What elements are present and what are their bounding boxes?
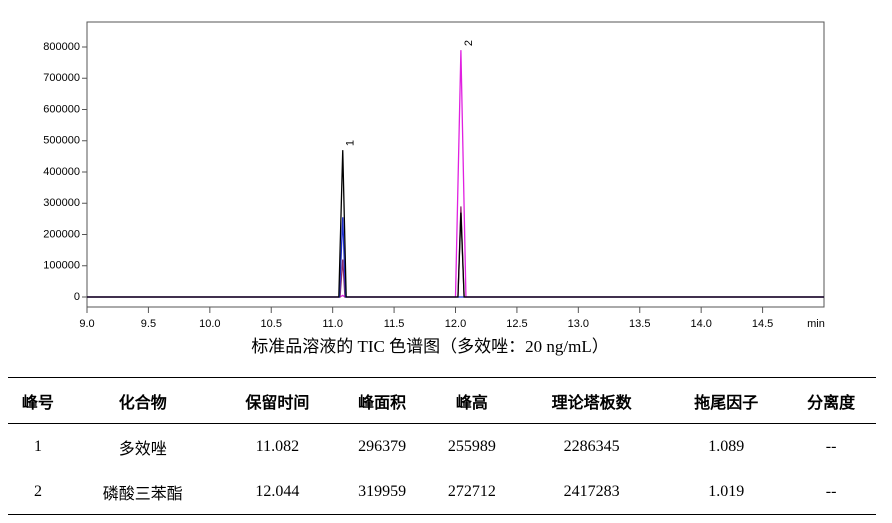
table-cell: 255989	[447, 437, 496, 455]
table-cell: 319959	[337, 469, 428, 515]
table-cell: 272712	[427, 469, 517, 515]
y-tick-label: 600000	[43, 103, 80, 115]
column-header: 分离度	[786, 377, 876, 424]
table-cell: 2	[8, 469, 68, 515]
column-header: 峰号	[8, 377, 68, 424]
y-tick-label: 400000	[43, 166, 80, 178]
x-tick-label: 11.5	[384, 318, 405, 330]
table-body: 1 多效唑 11.082 296379 255989 2286345 1.089 -- 2 磷酸三…	[8, 424, 876, 515]
y-tick-label: 700000	[43, 72, 80, 84]
peak-label: 1	[345, 140, 357, 146]
x-tick-label: 10.0	[199, 318, 220, 330]
y-tick-label: 100000	[43, 260, 80, 272]
x-tick-label: 10.5	[261, 318, 282, 330]
table-cell: 1.089	[708, 437, 745, 455]
header-row: 峰号 化合物 保留时间 峰面积 峰高 理论塔板数 拖尾因子 分离度	[8, 377, 876, 424]
table-cell: --	[786, 469, 876, 515]
table-cell: 11.082	[255, 437, 300, 455]
table-row: 1 多效唑 11.082 296379 255989 2286345 1.089 --	[8, 424, 876, 470]
column-header: 峰面积	[337, 377, 428, 424]
x-tick-label: 14.0	[690, 318, 711, 330]
table-cell: --	[825, 437, 837, 455]
chart-caption: 标准品溶液的 TIC 色谱图（多效唑：20 ng/mL）	[251, 337, 608, 356]
peak-label: 2	[463, 40, 475, 46]
chromatogram-trace	[87, 150, 824, 298]
x-tick-label: 13.5	[629, 318, 650, 330]
column-header: 保留时间	[217, 377, 338, 424]
x-tick-label: 12.0	[445, 318, 466, 330]
chart: 标准品溶液的 TIC 色谱图（多效唑：20 ng/mL） min 0 100000…	[43, 21, 825, 356]
table-cell: 2417283	[516, 469, 667, 515]
table-cell: 1	[33, 437, 42, 455]
table-row: 2 磷酸三苯酯 12.044 319959 272712 2417283 1.019 --	[8, 469, 876, 515]
y-tick-label: 200000	[43, 228, 80, 240]
table-cell: 12.044	[217, 469, 338, 515]
y-tick-label: 0	[74, 291, 80, 303]
column-header: 化合物	[67, 377, 218, 424]
y-tick-label: 800000	[43, 41, 80, 53]
table-cell: 磷酸三苯酯	[67, 469, 218, 515]
x-tick-label: 11.0	[322, 318, 343, 330]
chromatogram-trace	[87, 50, 824, 298]
plot-frame	[86, 21, 825, 308]
x-tick-label: 12.5	[506, 318, 527, 330]
column-header: 峰高	[427, 377, 517, 424]
table-cell: 2286345	[563, 437, 620, 455]
x-tick-label: 13.0	[568, 318, 589, 330]
x-tick-label: 9.5	[141, 318, 156, 330]
x-tick-label: 9.0	[79, 318, 94, 330]
table-cell: 1.019	[666, 469, 787, 515]
column-header: 理论塔板数	[516, 377, 667, 424]
x-axis-label: min	[807, 318, 825, 330]
table-cell: 多效唑	[118, 440, 167, 458]
y-tick-label: 300000	[43, 197, 80, 209]
column-header: 拖尾因子	[666, 377, 787, 424]
y-tick-label: 500000	[43, 135, 80, 147]
table-cell: 296379	[358, 437, 407, 455]
x-tick-label: 14.5	[752, 318, 773, 330]
results-table: 峰号 化合物 保留时间 峰面积 峰高 理论塔板数 拖尾因子 分离度 1 多效唑 11.082 296…	[8, 377, 876, 515]
